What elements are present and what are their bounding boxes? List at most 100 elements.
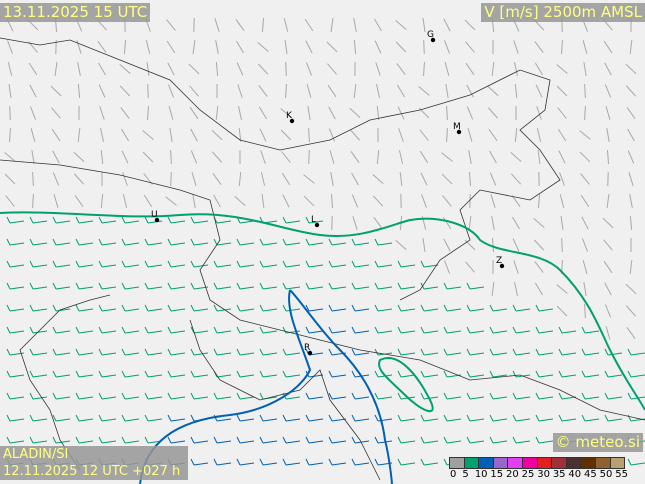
wind-barb: [308, 149, 310, 165]
wind-barb: [397, 304, 416, 312]
wind-barb: [97, 41, 107, 53]
model-run-box: ALADIN/SI 12.11.2025 12 UTC +027 h: [0, 446, 188, 480]
wind-barb: [330, 172, 334, 186]
wind-barb: [98, 436, 117, 444]
wind-barb: [491, 237, 495, 253]
wind-barb: [606, 193, 610, 209]
wind-barb: [584, 83, 586, 99]
wind-barb: [29, 304, 48, 312]
city-marker: [307, 350, 313, 356]
wind-barb: [305, 40, 313, 54]
wind-barb: [281, 172, 291, 186]
wind-barb: [121, 216, 140, 224]
wind-barb: [466, 392, 485, 400]
wind-barb: [399, 171, 403, 187]
wind-barb: [306, 84, 312, 98]
wind-barb: [418, 86, 430, 96]
wind-barb: [397, 414, 416, 422]
wind-barb: [443, 436, 462, 444]
wind-barb: [259, 238, 278, 246]
wind-barb: [489, 172, 497, 186]
wind-barb: [512, 326, 531, 334]
wind-barb: [420, 348, 439, 356]
wind-barb: [121, 370, 140, 378]
wind-barb: [98, 260, 117, 268]
wind-barb: [121, 436, 140, 444]
wind-barb: [328, 238, 347, 246]
wind-barb: [54, 61, 58, 77]
wind-barb: [535, 436, 554, 444]
wind-barb: [533, 218, 545, 228]
wind-barb: [604, 84, 612, 98]
wind-barb: [119, 85, 131, 97]
wind-barb: [397, 436, 416, 444]
wind-barb: [584, 105, 586, 121]
wind-barb: [6, 414, 25, 422]
wind-barb: [213, 326, 232, 334]
wind-barb: [236, 414, 255, 422]
wind-barb: [121, 238, 140, 246]
wind-barb: [583, 282, 587, 296]
wind-barb: [122, 194, 128, 208]
wind-barb: [443, 18, 451, 32]
legend-tick: 40: [568, 469, 582, 480]
wind-barb: [422, 238, 426, 252]
wind-barb: [583, 62, 587, 76]
wind-barb: [397, 458, 416, 466]
wind-barb: [282, 282, 301, 290]
wind-barb: [626, 106, 636, 120]
wind-barb: [52, 216, 71, 224]
wind-barb: [441, 152, 453, 162]
wind-barb: [491, 216, 495, 230]
wind-barb: [167, 392, 186, 400]
wind-barb: [98, 238, 117, 246]
wind-barb: [29, 260, 48, 268]
wind-barb: [582, 260, 588, 274]
wind-barb: [144, 282, 163, 290]
wind-barb: [238, 106, 242, 120]
wind-barb: [52, 172, 60, 186]
copyright-label: © meteo.si: [552, 433, 643, 452]
wind-barb: [536, 128, 542, 142]
wind-barb: [98, 62, 106, 76]
wind-barb: [190, 458, 209, 466]
wind-barb: [604, 62, 612, 76]
wind-barb: [535, 304, 554, 312]
wind-barb: [236, 260, 255, 268]
wind-barb: [490, 194, 496, 208]
wind-barb: [351, 238, 370, 246]
field-label: V [m/s] 2500m AMSL: [481, 3, 645, 22]
wind-barb: [489, 150, 497, 164]
wind-barb: [167, 216, 186, 224]
wind-barb: [121, 348, 140, 356]
wind-barb: [52, 414, 71, 422]
wind-barb: [559, 194, 565, 208]
wind-barb: [468, 150, 472, 164]
city-label: M: [453, 122, 461, 132]
wind-barb: [215, 61, 219, 77]
city-label: Z: [496, 256, 502, 266]
wind-barb: [397, 282, 416, 290]
wind-barb: [604, 304, 612, 318]
legend-swatch: [594, 457, 611, 469]
wind-barb: [514, 127, 518, 143]
wind-barb: [121, 326, 140, 334]
wind-barb: [213, 458, 232, 466]
wind-barb: [147, 83, 149, 99]
wind-barb: [32, 193, 34, 209]
wind-barb: [330, 193, 334, 209]
wind-barb: [579, 130, 591, 140]
wind-barb: [604, 370, 623, 378]
wind-barb: [166, 40, 176, 54]
wind-barb: [352, 216, 358, 230]
legend-swatch: [492, 457, 509, 469]
wind-barb: [282, 414, 301, 422]
wind-barb: [213, 392, 232, 400]
wind-barb: [192, 194, 196, 208]
wind-barb: [144, 414, 163, 422]
wind-barb: [98, 84, 106, 98]
wind-barb: [398, 128, 404, 142]
wind-barb: [170, 171, 172, 187]
wind-barb: [305, 282, 324, 290]
wind-barb: [76, 40, 82, 54]
